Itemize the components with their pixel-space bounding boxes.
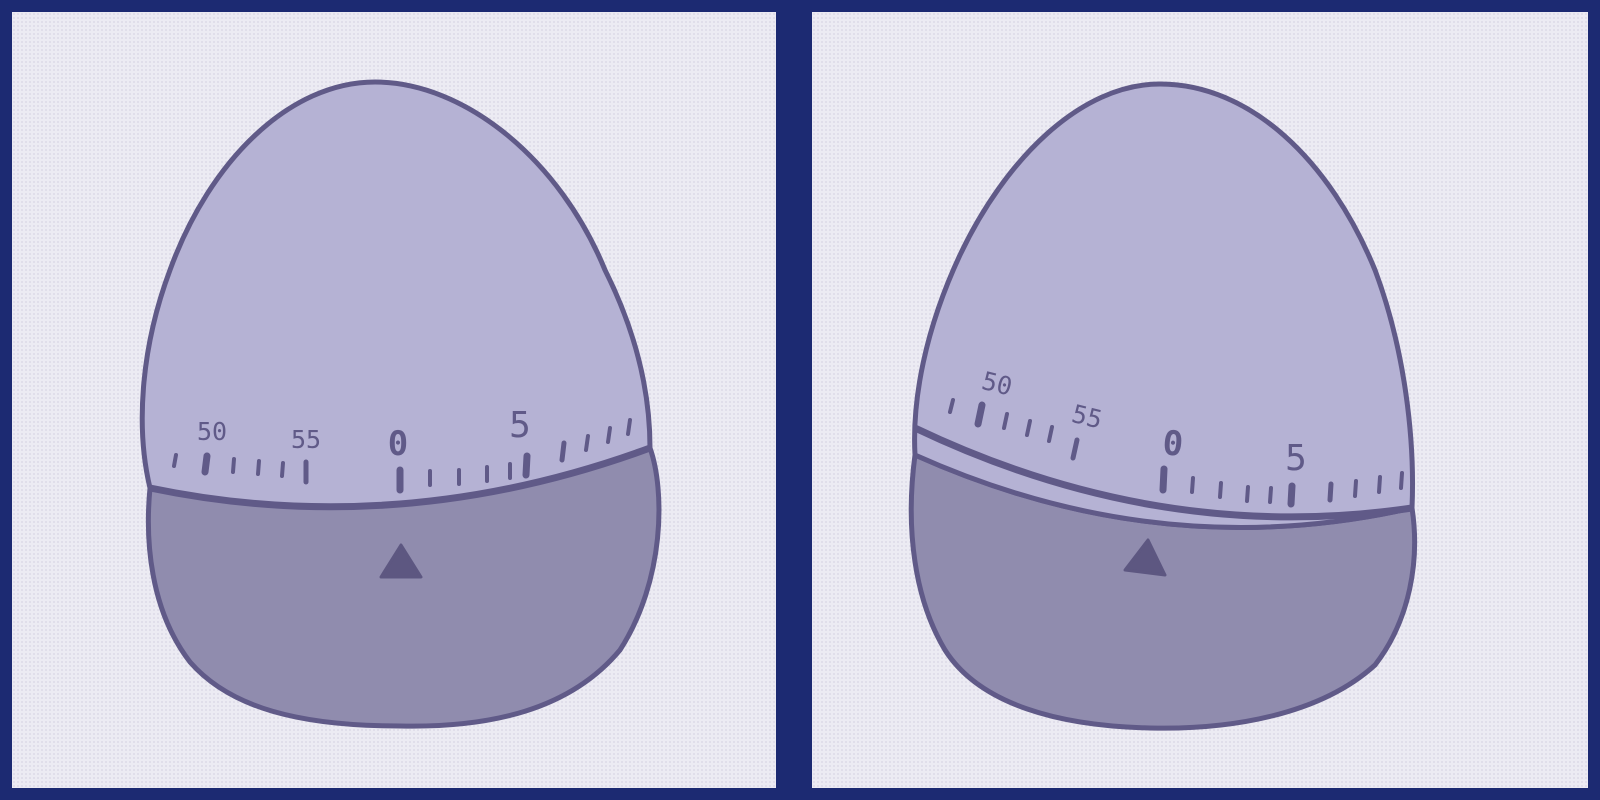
- dial-tick: [1190, 476, 1195, 494]
- dial-tick: [256, 459, 261, 476]
- dial-label-0: 0: [388, 424, 408, 464]
- dial-tick: [606, 426, 612, 444]
- dial-tick: [172, 453, 178, 468]
- dial-tick: [1353, 479, 1358, 498]
- dial-label-50: 50: [979, 366, 1015, 401]
- dial-tick: [1377, 475, 1382, 494]
- dial-tick-major: [201, 452, 211, 476]
- dial-tick: [1218, 481, 1223, 499]
- pointer-triangle-icon: [1123, 538, 1167, 577]
- dial-tick-major: [1070, 437, 1080, 461]
- dial-ticks: [172, 418, 632, 494]
- timer-panel-left: 50 55 0 5: [12, 12, 776, 788]
- dial-tick-major: [1287, 482, 1296, 508]
- dial-tick: [1327, 481, 1334, 503]
- dial-label-55: 55: [291, 425, 321, 454]
- dial-ticks: [948, 398, 1404, 508]
- dial-tick: [584, 434, 590, 452]
- dial-tick: [1025, 419, 1032, 437]
- dial-seam: [149, 444, 652, 511]
- dial-label-5: 5: [509, 405, 531, 446]
- timer-panel-right: 50 55 0 5: [812, 12, 1588, 788]
- dial-seam: [913, 424, 1413, 521]
- dial-tick: [1047, 425, 1054, 443]
- dial-tick: [626, 418, 632, 436]
- dial-tick: [1399, 471, 1404, 490]
- dial-label-55: 55: [1069, 399, 1105, 434]
- dial-tick-major: [1159, 465, 1168, 494]
- egg-timer-dome[interactable]: [912, 81, 1416, 530]
- egg-timer-right: 50 55 0 5: [908, 81, 1418, 731]
- dial-tick-major: [974, 401, 986, 428]
- dial-label-5: 5: [1285, 438, 1307, 479]
- dial-tick: [948, 398, 955, 414]
- dial-tick: [1002, 412, 1009, 430]
- dial-tick: [559, 440, 567, 463]
- dial-label-50: 50: [197, 417, 227, 446]
- dial-tick: [280, 461, 285, 478]
- dial-tick-major: [522, 452, 531, 479]
- egg-timer-left: 50 55 0 5: [139, 79, 662, 729]
- dial-tick: [1245, 485, 1250, 503]
- dial-tick: [231, 457, 236, 474]
- pointer-triangle-icon: [379, 543, 423, 579]
- dial-label-0: 0: [1161, 423, 1185, 465]
- dial-tick: [1268, 486, 1273, 504]
